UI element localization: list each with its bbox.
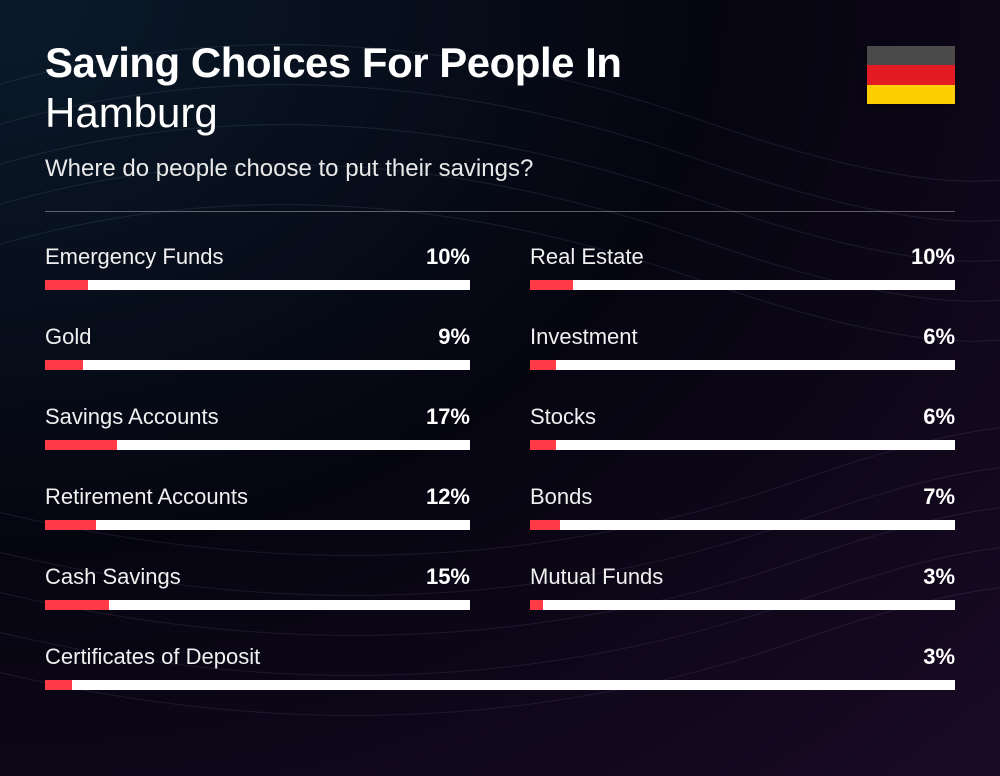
bar-track [45,360,470,370]
bar-item-head: Cash Savings 15% [45,564,470,590]
bar-item: Investment 6% [530,324,955,370]
bar-fill [530,520,560,530]
germany-flag-icon [867,46,955,104]
bar-track [45,440,470,450]
bar-fill [45,440,117,450]
bar-item: Stocks 6% [530,404,955,450]
bar-value: 6% [923,324,955,350]
bar-item: Gold 9% [45,324,470,370]
bar-fill [45,600,109,610]
bar-fill [530,280,573,290]
bar-track [530,600,955,610]
bar-value: 3% [923,564,955,590]
bar-item-head: Real Estate 10% [530,244,955,270]
header: Saving Choices For People In Hamburg Whe… [45,40,955,183]
bar-value: 9% [438,324,470,350]
bar-label: Savings Accounts [45,404,219,430]
bar-track [45,280,470,290]
bar-fill [530,440,556,450]
bar-fill [45,680,72,690]
bar-item-head: Retirement Accounts 12% [45,484,470,510]
bar-value: 15% [426,564,470,590]
bar-label: Bonds [530,484,592,510]
bar-value: 17% [426,404,470,430]
bar-fill [530,360,556,370]
bar-item-head: Savings Accounts 17% [45,404,470,430]
bar-item: Cash Savings 15% [45,564,470,610]
bar-value: 7% [923,484,955,510]
bar-value: 10% [426,244,470,270]
bar-item-head: Mutual Funds 3% [530,564,955,590]
bar-fill [530,600,543,610]
bar-fill [45,280,88,290]
bar-track [45,520,470,530]
bar-track [530,440,955,450]
bar-label: Investment [530,324,638,350]
bar-label: Cash Savings [45,564,181,590]
bar-label: Real Estate [530,244,644,270]
bar-track [530,520,955,530]
bar-label: Gold [45,324,91,350]
bar-track [45,680,955,690]
bar-label: Mutual Funds [530,564,663,590]
flag-stripe-2 [867,65,955,84]
bar-item-head: Certificates of Deposit 3% [45,644,955,670]
bar-label: Retirement Accounts [45,484,248,510]
flag-stripe-3 [867,85,955,104]
bar-label: Certificates of Deposit [45,644,260,670]
bar-item: Emergency Funds 10% [45,244,470,290]
title-line-2: Hamburg [45,88,867,138]
bar-item: Retirement Accounts 12% [45,484,470,530]
bar-item: Savings Accounts 17% [45,404,470,450]
title-line-1: Saving Choices For People In [45,40,867,86]
bar-value: 12% [426,484,470,510]
bar-item: Certificates of Deposit 3% [45,644,955,690]
bar-label: Emergency Funds [45,244,224,270]
flag-stripe-1 [867,46,955,65]
bar-value: 10% [911,244,955,270]
bar-chart-grid: Emergency Funds 10% Real Estate 10% Gold 9% In… [45,244,955,690]
bar-item-head: Investment 6% [530,324,955,350]
bar-item: Bonds 7% [530,484,955,530]
bar-fill [45,360,83,370]
bar-track [530,280,955,290]
subtitle: Where do people choose to put their savi… [45,155,867,183]
bar-item-head: Gold 9% [45,324,470,350]
bar-value: 3% [923,644,955,670]
bar-track [530,360,955,370]
bar-item: Mutual Funds 3% [530,564,955,610]
bar-fill [45,520,96,530]
bar-value: 6% [923,404,955,430]
divider [45,211,955,212]
bar-track [45,600,470,610]
bar-item: Real Estate 10% [530,244,955,290]
bar-item-head: Bonds 7% [530,484,955,510]
bar-item-head: Stocks 6% [530,404,955,430]
bar-label: Stocks [530,404,596,430]
bar-item-head: Emergency Funds 10% [45,244,470,270]
